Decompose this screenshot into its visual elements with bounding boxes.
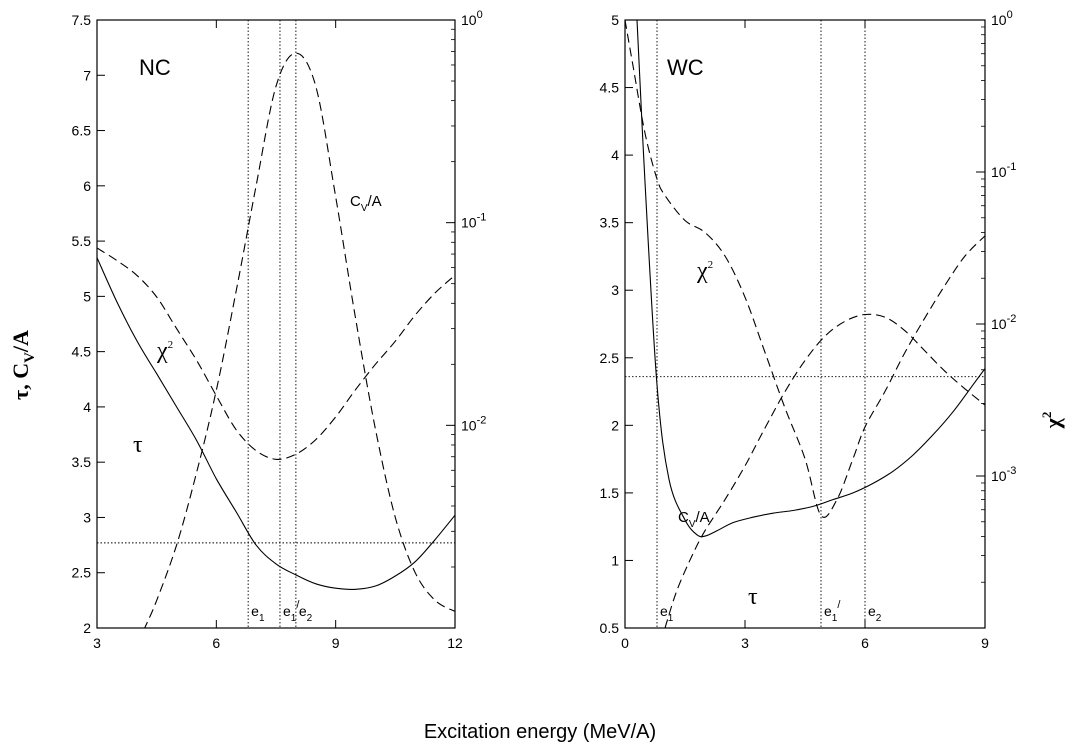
wc-plot-frame (624, 19, 986, 629)
nc-y-tick-label-3-5: 3.5 (72, 454, 92, 470)
nc-x-tick-label-6: 6 (212, 635, 220, 651)
x-axis-label: Excitation energy (MeV/A) (424, 721, 656, 743)
nc-x-tick-label-3: 3 (93, 635, 101, 651)
nc-y-tick-label-6-5: 6.5 (72, 123, 92, 139)
nc-chi-label: χ2 (156, 338, 173, 364)
wc-panel-tag: WC (667, 55, 704, 80)
nc-series-group (97, 52, 455, 628)
nc-series-cv (144, 52, 455, 628)
nc-series-tau (97, 257, 455, 590)
wc-series-group (625, 20, 985, 628)
wc-y-tick-label-5: 5 (611, 12, 619, 28)
nc-y-tick-label-5-5: 5.5 (72, 233, 92, 249)
svg-text:χ2: χ2 (1039, 412, 1065, 430)
wc-vline-label-0: e1 (660, 603, 674, 624)
wc-y-tick-label-4-5: 4.5 (600, 80, 620, 96)
nc-y-tick-label-4-5: 4.5 (72, 344, 92, 360)
right-y-axis-label: χ2 (1039, 412, 1065, 430)
wc-vline-label-1: e1/ (824, 599, 841, 624)
nc-vline-label-0: e1 (251, 603, 265, 624)
wc-x-tick-label-6: 6 (861, 635, 869, 651)
wc-right-tick-label-10-0: 100 (991, 9, 1013, 28)
nc-right-tick-label-10-1: 10-1 (461, 212, 486, 231)
wc-y-tick-label-1-5: 1.5 (600, 485, 620, 501)
svg-text:τ, CV/A: τ, CV/A (8, 330, 38, 400)
nc-series-chi (97, 247, 455, 460)
wc-y-tick-label-4: 4 (611, 147, 619, 163)
wc-right-tick-label-10-3: 10-3 (991, 465, 1016, 484)
nc-plot-frame (96, 19, 456, 629)
wc-right-tick-label-10-2: 10-2 (991, 313, 1016, 332)
wc-tau-label: τ (748, 584, 758, 610)
nc-x-tick-label-12: 12 (447, 635, 463, 651)
left-y-label-main: τ, C (8, 363, 33, 400)
wc-x-tick-label-9: 9 (981, 635, 989, 651)
left-y-axis-label: τ, CV/A (8, 330, 38, 400)
wc-y-tick-label-3: 3 (611, 282, 619, 298)
nc-right-tick-label-10-2: 10-2 (461, 414, 486, 433)
nc-tau-label: τ (133, 432, 143, 458)
wc-series-tau (636, 20, 985, 538)
nc-y-tick-label-7-5: 7.5 (72, 12, 92, 28)
left-y-label-sub: V (22, 352, 38, 363)
right-y-label-main: χ (1040, 417, 1065, 429)
nc-y-tick-label-5: 5 (83, 288, 91, 304)
wc-x-tick-label-0: 0 (621, 635, 629, 651)
nc-y-tick-label-2: 2 (83, 620, 91, 636)
wc-y-tick-label-1: 1 (611, 552, 619, 568)
wc-y-tick-label-3-5: 3.5 (600, 215, 620, 231)
wc-vline-label-2: e2 (868, 603, 882, 624)
nc-vline-label-1: e1/ (283, 599, 300, 624)
wc-y-tick-label-0-5: 0.5 (600, 620, 620, 636)
wc-x-tick-label-3: 3 (741, 635, 749, 651)
left-y-label-tail: /A (8, 330, 33, 353)
nc-y-tick-label-3: 3 (83, 509, 91, 525)
nc-x-tick-label-9: 9 (332, 635, 340, 651)
wc-chi-label: χ2 (696, 258, 713, 284)
wc-y-tick-label-2-5: 2.5 (600, 350, 620, 366)
nc-y-tick-label-4: 4 (83, 399, 91, 415)
right-y-label-sup: 2 (1039, 412, 1054, 419)
wc-cv-label: CV/A (678, 509, 710, 530)
wc-series-chi (625, 20, 985, 518)
nc-right-tick-label-10-0: 100 (461, 9, 483, 28)
nc-y-tick-label-2-5: 2.5 (72, 565, 92, 581)
nc-y-tick-label-7: 7 (83, 67, 91, 83)
wc-y-tick-label-2: 2 (611, 417, 619, 433)
wc-series-cv (664, 313, 985, 628)
nc-vline-label-2: e2 (299, 603, 313, 624)
nc-y-tick-label-6: 6 (83, 178, 91, 194)
nc-panel-tag: NC (139, 55, 171, 80)
wc-right-tick-label-10-1: 10-1 (991, 161, 1016, 180)
nc-cv-label: CV/A (350, 193, 382, 214)
panel-wc: 0 3 6 9 0.5 1 1.5 2 2.5 3 3.5 4 4.5 5 10-3 10-2 10-1 100 e… (600, 9, 1017, 651)
panel-nc: 3 6 9 12 2 2.5 3 3.5 4 4.5 5 5.5 6 6.5 7 7.5 10-2 10-1 100… (72, 9, 487, 651)
